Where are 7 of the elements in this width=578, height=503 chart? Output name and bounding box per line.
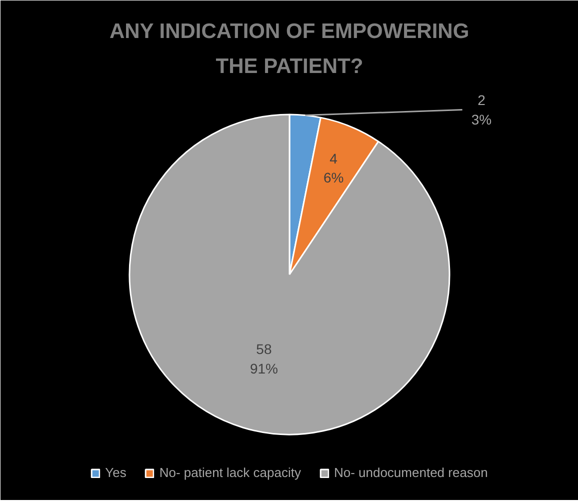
data-label: 4 6% [323,150,344,186]
data-label: 58 91% [250,341,278,376]
legend-label: Yes [105,465,126,480]
legend-label: No- undocumented reason [334,465,488,480]
data-label: 2 3% [471,92,492,128]
chart-title: ANY INDICATION OF EMPOWERING THE PATIENT? [109,20,470,78]
legend-label: No- patient lack capacity [159,465,301,480]
